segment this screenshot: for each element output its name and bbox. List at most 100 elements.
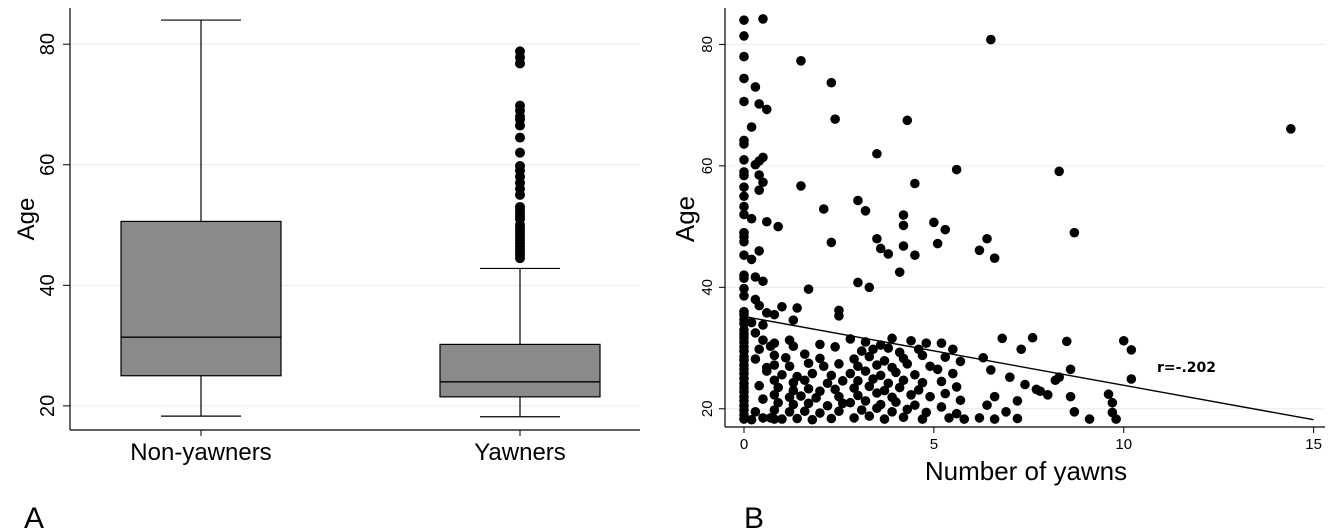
scatter-point bbox=[917, 350, 928, 361]
scatter-point bbox=[754, 246, 764, 256]
outlier-point bbox=[515, 160, 525, 171]
scatter-point bbox=[883, 378, 894, 389]
scatter-point bbox=[788, 315, 799, 325]
scatter-point bbox=[739, 73, 749, 84]
scatter-point bbox=[894, 267, 905, 277]
scatter-point bbox=[799, 406, 810, 417]
panel-b-label: B bbox=[744, 502, 764, 532]
scatter-point bbox=[1111, 414, 1121, 424]
outlier-point bbox=[515, 46, 525, 57]
scatter-point bbox=[739, 51, 749, 62]
scatter-point bbox=[758, 320, 768, 330]
scatter-point bbox=[758, 394, 768, 404]
scatter-point bbox=[739, 236, 749, 247]
x-tick-label: Yawners bbox=[474, 439, 566, 466]
scatter-point bbox=[750, 272, 761, 282]
scatter-point bbox=[948, 368, 958, 379]
scatter-point bbox=[750, 407, 761, 417]
scatter-point bbox=[769, 309, 780, 320]
scatter-point bbox=[936, 338, 947, 349]
scatter-point bbox=[1005, 372, 1015, 383]
scatter-point bbox=[951, 408, 962, 419]
scatter-point bbox=[853, 376, 863, 386]
scatter-point bbox=[799, 349, 810, 359]
scatter-point bbox=[1084, 414, 1095, 424]
scatter-point bbox=[792, 303, 802, 313]
scatter-point bbox=[936, 376, 947, 387]
iqr-box bbox=[439, 343, 601, 398]
scatter-point bbox=[1020, 379, 1030, 390]
scatter-point bbox=[803, 398, 814, 409]
panel-a-y-ticks: 20 40 60 80 bbox=[37, 33, 70, 417]
scatter-point bbox=[765, 413, 776, 423]
scatter-point bbox=[822, 378, 833, 389]
y-tick-label: 40 bbox=[699, 279, 716, 296]
scatter-point bbox=[853, 195, 863, 206]
scatter-point bbox=[773, 397, 783, 408]
scatter-point bbox=[875, 340, 886, 350]
scatter-point bbox=[845, 368, 856, 379]
scatter-point bbox=[834, 359, 844, 369]
scatter-point bbox=[761, 104, 772, 115]
y-tick-label: 80 bbox=[699, 36, 716, 53]
scatter-point bbox=[1027, 332, 1038, 343]
scatter-point bbox=[982, 400, 992, 410]
outlier-point bbox=[515, 201, 525, 212]
panel-b-points bbox=[739, 14, 1296, 425]
panel-b-correlation-annotation: r=-.202 bbox=[1157, 360, 1216, 376]
scatter-point bbox=[750, 82, 761, 92]
scatter-point bbox=[864, 411, 875, 421]
box-yawners bbox=[439, 46, 601, 418]
scatter-point bbox=[788, 377, 799, 388]
scatter-point bbox=[746, 414, 757, 425]
scatter-point bbox=[951, 382, 962, 392]
scatter-point bbox=[803, 383, 814, 394]
scatter-point bbox=[883, 343, 894, 353]
panel-a-label: A bbox=[24, 502, 44, 532]
scatter-point bbox=[758, 413, 768, 423]
scatter-point bbox=[868, 374, 878, 384]
scatter-point bbox=[837, 398, 848, 409]
scatter-point bbox=[1065, 391, 1076, 402]
scatter-point bbox=[834, 311, 844, 321]
scatter-point bbox=[898, 220, 909, 231]
scatter-point bbox=[898, 375, 909, 386]
scatter-point bbox=[769, 405, 780, 415]
scatter-point bbox=[754, 380, 764, 391]
outlier-point bbox=[515, 132, 525, 143]
scatter-point bbox=[944, 413, 954, 423]
scatter-point bbox=[792, 413, 802, 424]
y-tick-label: 20 bbox=[699, 400, 716, 417]
scatter-point bbox=[815, 353, 825, 364]
scatter-point bbox=[898, 210, 909, 220]
scatter-point bbox=[856, 346, 867, 356]
scatter-point bbox=[739, 170, 749, 181]
scatter-point bbox=[739, 291, 749, 301]
scatter-point bbox=[879, 414, 890, 424]
scatter-point bbox=[1016, 344, 1027, 355]
scatter-point bbox=[784, 361, 795, 372]
scatter-point bbox=[849, 413, 859, 423]
scatter-point bbox=[860, 206, 871, 216]
scatter-point bbox=[739, 155, 749, 165]
scatter-point bbox=[739, 201, 749, 212]
scatter-point bbox=[784, 407, 795, 417]
scatter-point bbox=[1012, 396, 1023, 406]
scatter-point bbox=[891, 397, 901, 407]
scatter-point bbox=[784, 392, 795, 403]
scatter-point bbox=[853, 390, 863, 401]
scatter-point bbox=[853, 277, 863, 288]
x-tick-label: 15 bbox=[1305, 436, 1322, 453]
scatter-point bbox=[777, 414, 787, 424]
scatter-point bbox=[769, 360, 780, 370]
scatter-point bbox=[769, 390, 780, 400]
panel-a-boxes bbox=[120, 19, 601, 418]
scatter-point bbox=[864, 381, 875, 392]
scatter-point bbox=[803, 358, 814, 369]
scatter-point bbox=[929, 217, 939, 228]
scatter-point bbox=[739, 209, 749, 220]
panel-a-x-ticks: Non-yawners Yawners bbox=[130, 430, 566, 466]
outlier-point bbox=[515, 100, 525, 111]
scatter-point bbox=[750, 328, 761, 338]
